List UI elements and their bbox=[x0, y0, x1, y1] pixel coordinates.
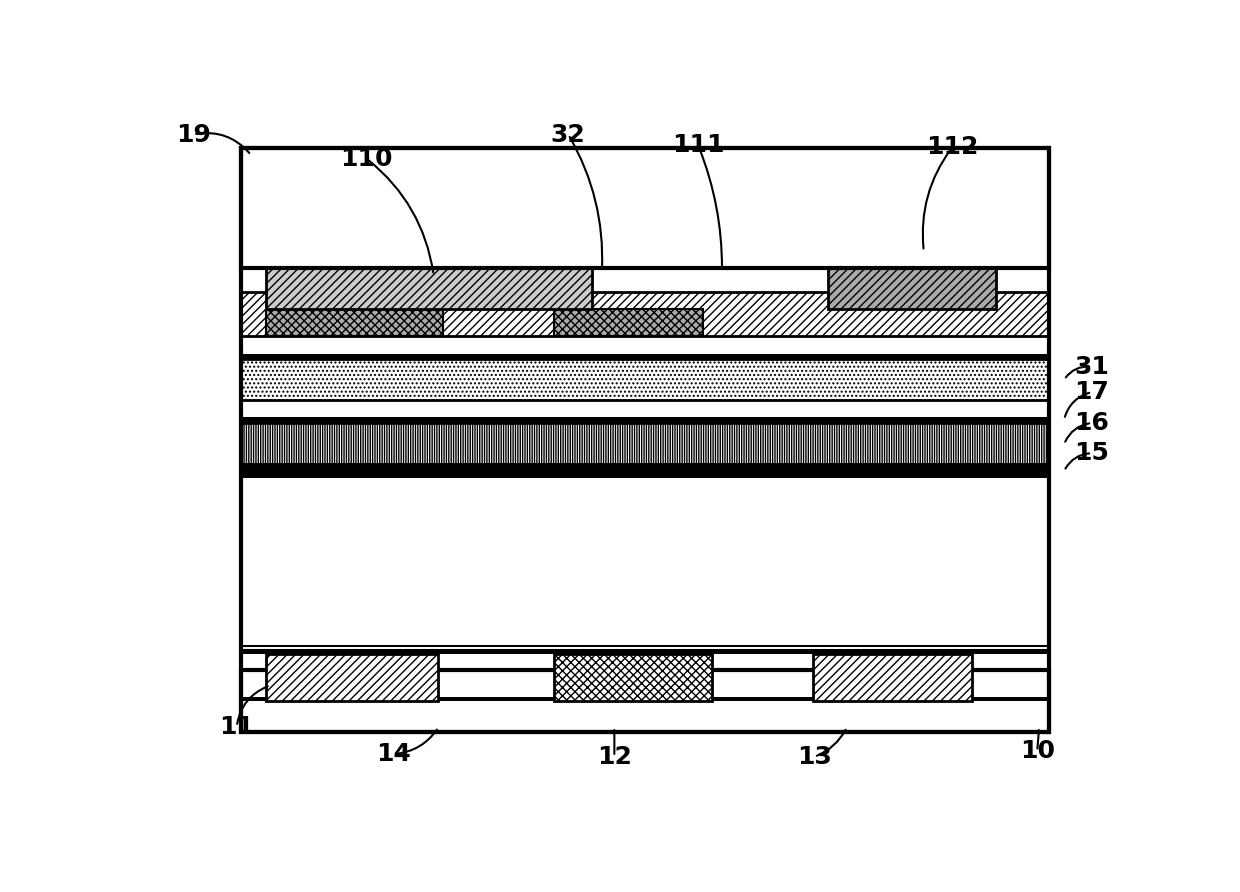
Bar bbox=[242, 292, 1049, 336]
Bar bbox=[242, 359, 1049, 401]
Text: 19: 19 bbox=[176, 122, 211, 146]
Text: 110: 110 bbox=[340, 146, 393, 170]
Text: 17: 17 bbox=[1075, 380, 1110, 404]
Text: 32: 32 bbox=[551, 122, 585, 146]
Bar bbox=[242, 353, 1049, 359]
Bar bbox=[828, 252, 996, 309]
Text: 16: 16 bbox=[1075, 411, 1110, 435]
Bar bbox=[265, 309, 444, 336]
Bar bbox=[265, 268, 593, 309]
Bar bbox=[242, 463, 1049, 466]
Bar bbox=[242, 423, 1049, 466]
Bar bbox=[554, 655, 712, 701]
Bar bbox=[242, 148, 1049, 732]
Bar bbox=[242, 650, 1049, 655]
Text: 13: 13 bbox=[797, 745, 832, 769]
Bar bbox=[813, 655, 972, 701]
Text: 31: 31 bbox=[1075, 355, 1110, 379]
Text: 112: 112 bbox=[926, 135, 978, 159]
Text: 10: 10 bbox=[1019, 739, 1055, 764]
Bar bbox=[242, 148, 1049, 732]
Bar bbox=[242, 670, 1049, 732]
Text: 14: 14 bbox=[376, 742, 410, 766]
Text: 12: 12 bbox=[596, 745, 632, 769]
Bar bbox=[265, 655, 439, 701]
Text: 15: 15 bbox=[1075, 442, 1110, 466]
Bar bbox=[554, 309, 703, 336]
Bar bbox=[242, 466, 1049, 478]
Text: 111: 111 bbox=[672, 133, 724, 157]
Bar bbox=[242, 417, 1049, 423]
Bar bbox=[242, 646, 1049, 650]
Bar bbox=[242, 336, 1049, 353]
Bar bbox=[242, 401, 1049, 417]
Text: 11: 11 bbox=[219, 714, 254, 739]
Bar bbox=[242, 697, 1049, 701]
Bar bbox=[242, 148, 1049, 268]
